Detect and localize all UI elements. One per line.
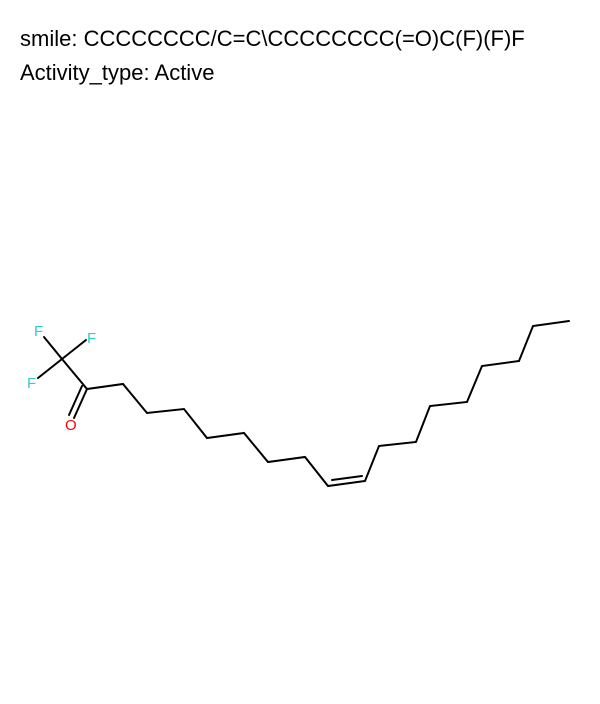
fluorine-atom-top: F bbox=[34, 323, 43, 340]
cis-double-bond-inner bbox=[331, 475, 363, 481]
carbonyl-double-bond-a bbox=[73, 388, 88, 419]
smile-line: smile: CCCCCCCC/C=C\CCCCCCCC(=O)C(F)(F)F bbox=[20, 26, 525, 52]
carbonyl-double-bond-b bbox=[68, 385, 83, 416]
activity-label: Activity_type: bbox=[20, 60, 150, 85]
oxygen-atom: O bbox=[65, 417, 77, 434]
activity-value: Active bbox=[154, 60, 215, 85]
cf-bond-right bbox=[61, 339, 87, 360]
cf-bond-top bbox=[43, 336, 63, 360]
fluorine-atom-left: F bbox=[27, 375, 36, 392]
fluorine-atom-right: F bbox=[87, 330, 96, 347]
smile-value: CCCCCCCC/C=C\CCCCCCCC(=O)C(F)(F)F bbox=[83, 26, 525, 51]
activity-line: Activity_type: Active bbox=[20, 60, 214, 86]
carbon-chain bbox=[37, 320, 570, 488]
smile-label: smile: bbox=[20, 26, 78, 51]
cf-bond-left bbox=[37, 358, 63, 379]
alkyl-chain-bonds bbox=[61, 320, 570, 488]
